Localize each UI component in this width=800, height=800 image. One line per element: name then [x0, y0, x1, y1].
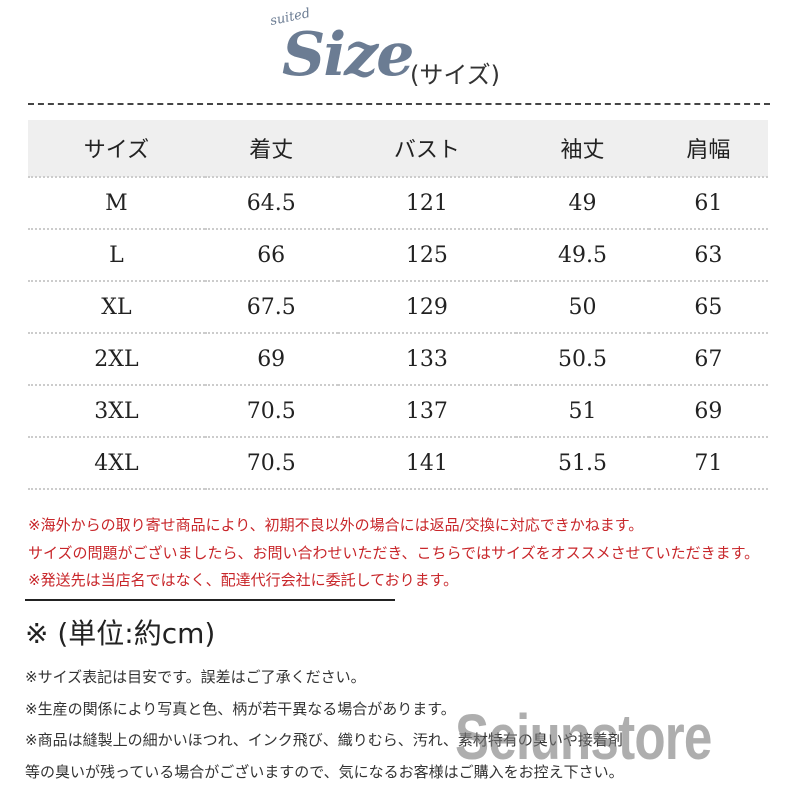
- size-table: サイズ 着丈 バスト 袖丈 肩幅 M 64.5 121 49 61 L 66 125 49.5 6…: [28, 120, 768, 490]
- table-cell: 125: [337, 229, 517, 282]
- note-text: ※生産の関係により写真と色、柄が若干異なる場合があります。: [25, 700, 456, 718]
- table-row: 4XL 70.5 141 51.5 71: [28, 437, 768, 490]
- table-cell: 61: [648, 177, 768, 230]
- table-cell: 67.5: [204, 281, 338, 334]
- unit-label: ※ (単位:約cm): [25, 617, 216, 650]
- header-cell: 着丈: [204, 120, 338, 178]
- header-cell: 袖丈: [516, 120, 649, 178]
- warning-text: サイズの問題がございましたら、お問い合わせいただき、こちらではサイズをオススメさ…: [28, 544, 760, 562]
- warning-text: ※海外からの取り寄せ商品により、初期不良以外の場合には返品/交換に対応できかねま…: [28, 516, 644, 534]
- table-cell: 51: [516, 385, 649, 438]
- watermark: Seiunstore: [455, 701, 712, 773]
- table-cell: 49: [516, 177, 649, 230]
- warning-text: ※発送先は当店名ではなく、配達代行会社に委託しております。: [28, 571, 459, 589]
- table-cell: 50.5: [516, 333, 649, 386]
- table-cell: 141: [337, 437, 517, 490]
- note-text: ※サイズ表記は目安です。誤差はご了承ください。: [25, 668, 366, 686]
- table-cell: M: [28, 177, 205, 230]
- table-cell: XL: [28, 281, 205, 334]
- table-cell: 64.5: [204, 177, 338, 230]
- table-cell: 133: [337, 333, 517, 386]
- header-cell: バスト: [337, 120, 517, 178]
- table-cell: 71: [648, 437, 768, 490]
- table-cell: 63: [648, 229, 768, 282]
- table-cell: 65: [648, 281, 768, 334]
- table-cell: 70.5: [204, 437, 338, 490]
- table-cell: 4XL: [28, 437, 205, 490]
- table-row: M 64.5 121 49 61: [28, 177, 768, 230]
- table-row: 3XL 70.5 137 51 69: [28, 385, 768, 438]
- table-cell: L: [28, 229, 205, 282]
- table-cell: 67: [648, 333, 768, 386]
- table-cell: 70.5: [204, 385, 338, 438]
- table-row: 2XL 69 133 50.5 67: [28, 333, 768, 386]
- table-header-row: サイズ 着丈 バスト 袖丈 肩幅: [28, 120, 768, 178]
- table-cell: 50: [516, 281, 649, 334]
- table-row: XL 67.5 129 50 65: [28, 281, 768, 334]
- header-cell: サイズ: [28, 120, 205, 178]
- header-cell: 肩幅: [648, 120, 768, 178]
- divider: [25, 599, 395, 601]
- note-text: ※商品は縫製上の細かいほつれ、インク飛び、織りむら、汚れ、素材特有の臭いや接着剤: [25, 731, 623, 749]
- table-cell: 66: [204, 229, 338, 282]
- size-subtitle: (サイズ): [410, 61, 501, 89]
- table-row: L 66 125 49.5 63: [28, 229, 768, 282]
- table-cell: 69: [648, 385, 768, 438]
- note-text: 等の臭いが残っている場合がございますので、気になるお客様はご購入をお控え下さい。: [25, 763, 624, 781]
- table-cell: 3XL: [28, 385, 205, 438]
- size-title: Size: [282, 20, 414, 90]
- table-cell: 137: [337, 385, 517, 438]
- table-cell: 121: [337, 177, 517, 230]
- table-cell: 51.5: [516, 437, 649, 490]
- dashed-divider: [28, 103, 770, 105]
- table-cell: 69: [204, 333, 338, 386]
- table-cell: 2XL: [28, 333, 205, 386]
- table-cell: 129: [337, 281, 517, 334]
- table-cell: 49.5: [516, 229, 649, 282]
